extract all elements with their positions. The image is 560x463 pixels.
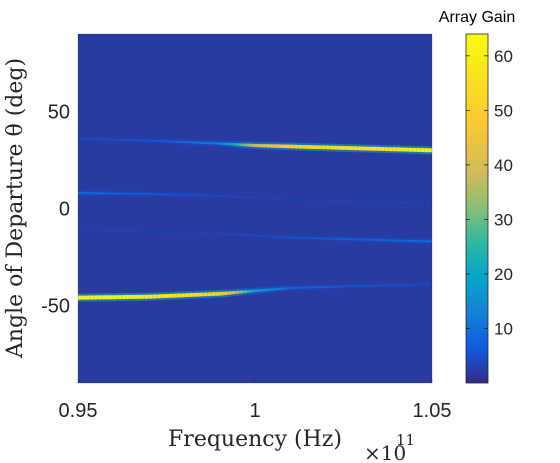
colorbar-gradient <box>465 33 489 384</box>
y-tick-label: 0 <box>59 199 70 221</box>
x-axis-label: Frequency (Hz) <box>168 427 342 452</box>
colorbar-title: Array Gain <box>439 9 515 26</box>
y-tick-label: -50 <box>41 295 70 317</box>
y-axis-label: Angle of Departure θ (deg) <box>3 58 28 359</box>
colorbar-tick-label: 10 <box>494 319 513 338</box>
x-axis-multiplier: ×10 <box>364 441 406 463</box>
colorbar-tick-label: 30 <box>494 210 513 229</box>
colorbar-tick-label: 60 <box>494 47 513 66</box>
x-tick-label: 0.95 <box>59 400 98 422</box>
beam-traces <box>78 135 432 302</box>
x-axis-ticks: 0.95 1 1.05 <box>59 379 452 422</box>
colorbar-ticks: 10 20 30 40 50 60 <box>466 47 513 338</box>
y-axis-ticks: -50 0 50 <box>41 102 82 317</box>
x-tick-label: 1.05 <box>413 400 452 422</box>
x-axis-multiplier-exponent: 11 <box>396 431 415 449</box>
y-tick-label: 50 <box>48 102 70 124</box>
x-tick-label: 1 <box>249 400 260 422</box>
colorbar-tick-label: 50 <box>494 101 513 120</box>
heatmap-background <box>78 34 432 383</box>
colorbar-tick-label: 40 <box>494 156 513 175</box>
colorbar-tick-label: 20 <box>494 265 513 284</box>
heatmap-plot-area <box>78 34 432 383</box>
colorbar: 10 20 30 40 50 60 Array Gain <box>439 9 515 384</box>
